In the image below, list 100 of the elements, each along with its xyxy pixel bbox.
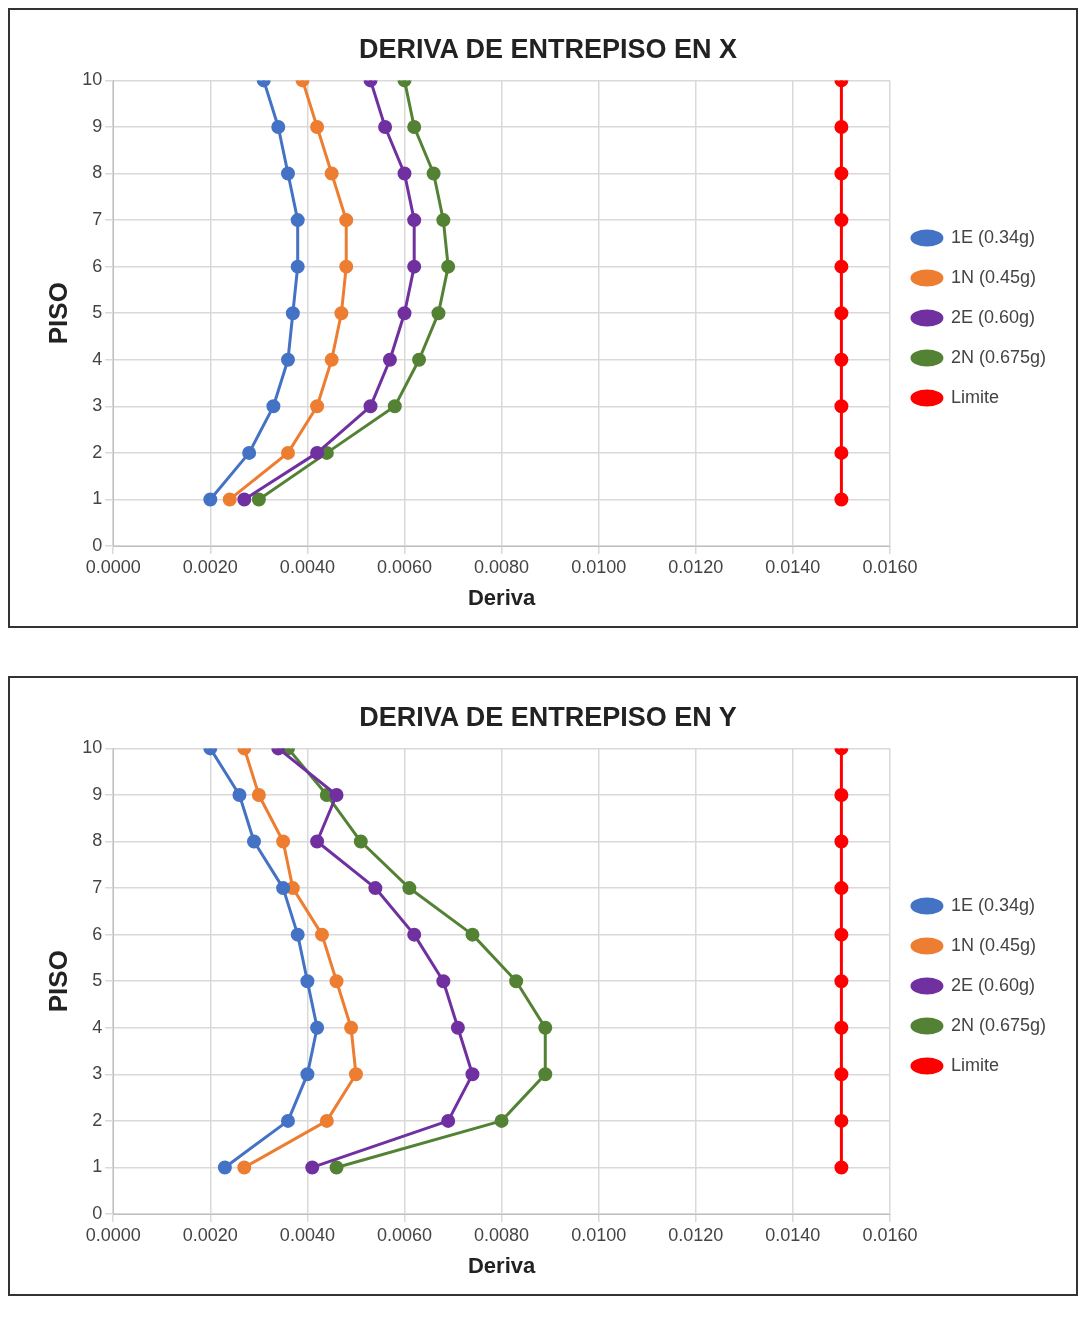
point <box>276 834 291 849</box>
y-axis-title: PISO <box>42 282 73 345</box>
point <box>300 974 315 989</box>
point <box>834 352 849 367</box>
point <box>290 213 305 228</box>
x-tick-label: 0.0040 <box>279 1224 335 1245</box>
point <box>834 1020 849 1035</box>
point <box>441 1113 456 1128</box>
point <box>431 306 446 321</box>
point <box>834 834 849 849</box>
y-tick-label: 1 <box>92 1156 103 1177</box>
x-tick-label: 0.0080 <box>474 1224 530 1245</box>
point <box>314 927 329 942</box>
point <box>353 834 368 849</box>
point <box>412 352 427 367</box>
legend-label: 2N (0.675g) <box>950 346 1047 367</box>
y-tick-label: 9 <box>92 783 103 804</box>
point <box>426 166 441 181</box>
x-tick-label: 0.0120 <box>668 556 724 577</box>
x-tick-label: 0.0040 <box>279 556 335 577</box>
point <box>280 1113 295 1128</box>
y-tick-label: 2 <box>92 1109 103 1130</box>
point <box>368 881 383 896</box>
point <box>319 1113 334 1128</box>
point <box>834 1113 849 1128</box>
point <box>310 399 325 414</box>
point <box>237 1160 252 1175</box>
legend-label: 1N (0.45g) <box>950 266 1036 287</box>
legend-label: 2E (0.60g) <box>950 974 1036 995</box>
point <box>834 492 849 507</box>
y-tick-label: 10 <box>82 69 103 90</box>
point <box>348 1067 363 1082</box>
point <box>310 1020 325 1035</box>
y-tick-label: 3 <box>92 395 103 416</box>
legend-label: 1E (0.34g) <box>950 894 1036 915</box>
x-tick-label: 0.0020 <box>182 1224 238 1245</box>
point <box>494 1113 509 1128</box>
point <box>363 399 378 414</box>
point <box>310 119 325 134</box>
point <box>329 1160 344 1175</box>
point <box>217 1160 232 1175</box>
point <box>450 1020 465 1035</box>
point <box>324 352 339 367</box>
point <box>834 445 849 460</box>
y-tick-label: 2 <box>92 441 103 462</box>
chart-title: DERIVA DE ENTREPISO EN Y <box>359 701 737 732</box>
point <box>251 492 266 507</box>
point <box>203 492 218 507</box>
legend-label: 2N (0.675g) <box>950 1014 1047 1035</box>
point <box>407 119 422 134</box>
legend-label: 1E (0.34g) <box>950 226 1036 247</box>
legend-label: 2E (0.60g) <box>950 306 1036 327</box>
point <box>407 259 422 274</box>
point <box>834 787 849 802</box>
x-tick-label: 0.0160 <box>862 1224 918 1245</box>
y-tick-label: 0 <box>92 534 103 555</box>
point <box>834 306 849 321</box>
y-tick-label: 4 <box>92 348 103 369</box>
point <box>436 974 451 989</box>
x-axis-title: Deriva <box>467 584 536 610</box>
x-tick-label: 0.0100 <box>571 556 627 577</box>
x-tick-label: 0.0160 <box>862 556 918 577</box>
point <box>834 881 849 896</box>
y-tick-label: 0 <box>92 1202 103 1223</box>
y-tick-label: 7 <box>92 209 103 230</box>
point <box>280 352 295 367</box>
point <box>407 213 422 228</box>
point <box>329 787 344 802</box>
point <box>509 974 524 989</box>
point <box>834 166 849 181</box>
legend-label: Limite <box>950 1054 999 1075</box>
point <box>834 1067 849 1082</box>
x-tick-label: 0.0120 <box>668 1224 724 1245</box>
point <box>344 1020 359 1035</box>
y-tick-label: 5 <box>92 970 103 991</box>
point <box>387 399 402 414</box>
y-tick-label: 10 <box>82 737 103 758</box>
point <box>329 974 344 989</box>
x-axis-title: Deriva <box>467 1252 536 1278</box>
point <box>271 119 286 134</box>
point <box>538 1067 553 1082</box>
point <box>300 1067 315 1082</box>
point <box>834 259 849 274</box>
y-tick-label: 6 <box>92 255 103 276</box>
x-tick-label: 0.0060 <box>376 556 433 577</box>
y-axis-title: PISO <box>42 950 73 1013</box>
point <box>441 259 456 274</box>
x-tick-label: 0.0140 <box>765 1224 821 1245</box>
point <box>378 119 393 134</box>
y-tick-label: 5 <box>92 302 103 323</box>
point <box>310 834 325 849</box>
x-tick-label: 0.0000 <box>85 1224 141 1245</box>
y-tick-label: 1 <box>92 488 103 509</box>
point <box>222 492 237 507</box>
point <box>382 352 397 367</box>
y-tick-label: 9 <box>92 115 103 136</box>
legend-label: Limite <box>950 386 999 407</box>
point <box>280 166 295 181</box>
point <box>339 259 354 274</box>
y-tick-label: 4 <box>92 1016 103 1037</box>
